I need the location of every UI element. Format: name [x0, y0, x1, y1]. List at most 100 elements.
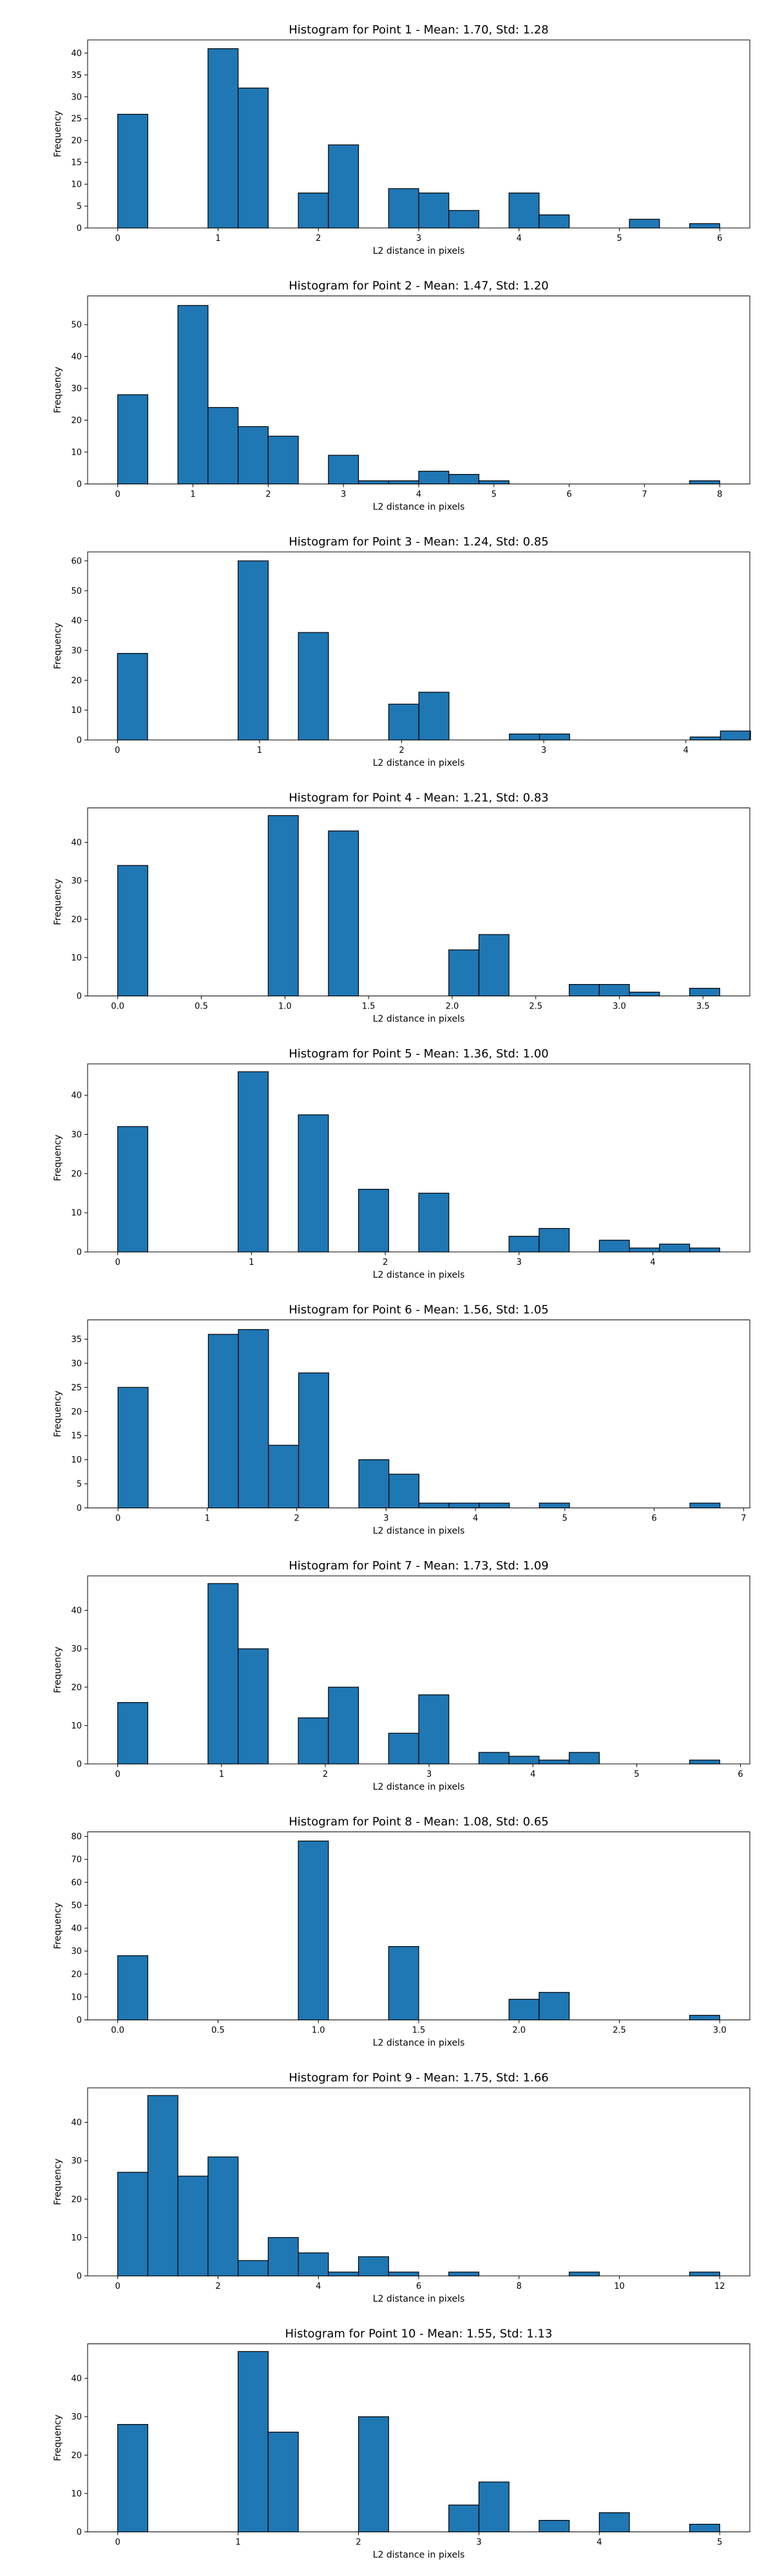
chart-title-3: Histogram for Point 3 - Mean: 1.24, Std:… [289, 535, 549, 549]
chart-title-7: Histogram for Point 7 - Mean: 1.73, Std:… [289, 1559, 549, 1573]
x-tick-label-4-3: 1.0 [278, 1002, 292, 1012]
y-tick-label-6-8: 35 [71, 1335, 82, 1345]
y-axis-label-10: Frequency [53, 2414, 63, 2461]
y-tick-label-2-2: 10 [71, 448, 82, 458]
bar-6-10 [479, 1502, 510, 1509]
bar-3-4 [388, 703, 419, 741]
bar-3-7 [539, 734, 570, 741]
x-tick-label-6-5: 4 [473, 1514, 478, 1524]
bar-2-11 [478, 480, 510, 485]
y-tick-label-4-2: 10 [71, 953, 82, 963]
bar-1-1 [117, 113, 149, 229]
bar-1-3 [238, 88, 269, 229]
x-tick-label-9-6: 10 [614, 2282, 625, 2291]
bar-9-12 [569, 2271, 600, 2277]
y-tick-label-3-5: 40 [71, 616, 82, 626]
bar-5-2 [238, 1071, 269, 1253]
x-tick-label-9-4: 6 [416, 2282, 421, 2291]
x-tick-label-1-1: 0 [115, 234, 120, 243]
y-tick-label-4-1: 0 [77, 992, 82, 1001]
x-tick-label-2-9: 8 [717, 490, 722, 500]
x-axis-label-2: L2 distance in pixels [373, 502, 465, 513]
bar-2-8 [388, 480, 419, 485]
x-tick-label-9-1: 0 [115, 2282, 120, 2291]
bar-4-3 [328, 830, 359, 997]
plot-frame-6 [87, 1320, 750, 1508]
bar-10-6 [478, 2481, 510, 2533]
bar-5-8 [598, 1240, 630, 1253]
bar-5-9 [629, 1247, 660, 1253]
y-axis-label-6: Frequency [53, 1390, 63, 1437]
y-tick-label-3-2: 10 [71, 706, 82, 715]
bar-5-11 [689, 1247, 720, 1253]
y-tick-label-4-3: 20 [71, 915, 82, 925]
bar-4-6 [569, 984, 600, 997]
bar-10-4 [358, 2416, 389, 2533]
bar-3-9 [720, 730, 751, 741]
bar-6-2 [207, 1334, 239, 1509]
y-tick-label-5-1: 0 [77, 1248, 82, 1258]
bar-2-4 [238, 426, 269, 485]
y-tick-label-6-6: 25 [71, 1383, 82, 1393]
x-tick-label-8-4: 1.5 [412, 2026, 426, 2036]
x-tick-label-7-3: 2 [323, 1770, 328, 1779]
bar-4-9 [689, 987, 720, 997]
x-tick-label-4-7: 3.0 [613, 1002, 626, 1012]
chart-panel-4: 0.0 0.5 1.0 1.5 2.0 2.5 3.0 3.5 0 10 20 30 40 Histogr… [53, 791, 750, 1025]
x-tick-label-6-1: 0 [115, 1514, 120, 1524]
bar-2-1 [117, 394, 149, 485]
x-tick-label-10-4: 3 [476, 2538, 481, 2548]
x-tick-label-10-3: 2 [356, 2538, 361, 2548]
y-tick-label-2-5: 40 [71, 352, 82, 362]
bar-7-8 [478, 1752, 510, 1765]
bar-6-6 [358, 1459, 390, 1509]
bar-9-9 [358, 2256, 389, 2277]
y-tick-label-9-4: 30 [71, 2157, 82, 2166]
bar-9-7 [298, 2252, 329, 2277]
y-tick-label-8-8: 70 [71, 1855, 82, 1865]
y-tick-label-9-2: 10 [71, 2233, 82, 2243]
chart-panel-7: 0 1 2 3 4 5 6 0 10 20 30 40 Histogram for Point 7 - … [53, 1559, 750, 1792]
chart-panel-9: 0 2 4 6 8 10 12 0 10 20 30 40 Histogram for Point 9 … [53, 2071, 750, 2304]
y-tick-label-7-1: 0 [77, 1760, 82, 1770]
bar-2-12 [689, 480, 720, 485]
chart-title-10: Histogram for Point 10 - Mean: 1.55, Std… [285, 2327, 553, 2341]
bar-10-3 [267, 2431, 299, 2533]
x-tick-label-7-1: 0 [115, 1770, 120, 1779]
x-tick-label-4-8: 3.5 [696, 1002, 710, 1012]
y-tick-label-4-5: 40 [71, 838, 82, 848]
y-tick-label-6-5: 20 [71, 1407, 82, 1417]
bar-9-11 [448, 2271, 480, 2277]
plot-frame-10 [87, 2344, 750, 2532]
y-tick-label-1-9: 40 [71, 49, 82, 59]
bar-6-9 [448, 1502, 480, 1509]
y-tick-label-1-1: 0 [77, 224, 82, 234]
y-tick-label-9-5: 40 [71, 2118, 82, 2128]
y-axis-label-8: Frequency [53, 1902, 63, 1949]
y-tick-label-6-3: 10 [71, 1455, 82, 1465]
bar-9-3 [177, 2175, 209, 2277]
y-tick-label-5-3: 20 [71, 1170, 82, 1179]
plot-frame-3 [87, 551, 750, 741]
bar-1-10 [539, 214, 570, 229]
x-tick-label-1-3: 2 [316, 234, 321, 243]
x-tick-label-4-1: 0.0 [111, 1002, 124, 1012]
y-tick-label-3-7: 60 [71, 556, 82, 566]
x-tick-label-6-7: 6 [651, 1514, 656, 1524]
bar-8-2 [298, 1841, 329, 2021]
x-tick-label-2-3: 2 [265, 490, 271, 500]
bar-2-3 [207, 407, 239, 485]
bar-6-4 [268, 1444, 300, 1509]
bar-3-5 [418, 692, 450, 741]
x-tick-label-3-3: 2 [399, 746, 404, 755]
bar-1-4 [298, 193, 329, 229]
bar-7-7 [418, 1694, 450, 1765]
x-tick-label-3-1: 0 [115, 746, 120, 755]
x-tick-label-9-7: 12 [714, 2282, 725, 2291]
y-tick-label-6-1: 0 [77, 1504, 82, 1513]
y-tick-label-10-1: 0 [77, 2528, 82, 2537]
x-tick-label-9-2: 2 [215, 2282, 220, 2291]
x-tick-label-9-3: 4 [316, 2282, 321, 2291]
x-tick-label-1-7: 6 [717, 234, 722, 243]
bar-9-6 [267, 2237, 299, 2277]
